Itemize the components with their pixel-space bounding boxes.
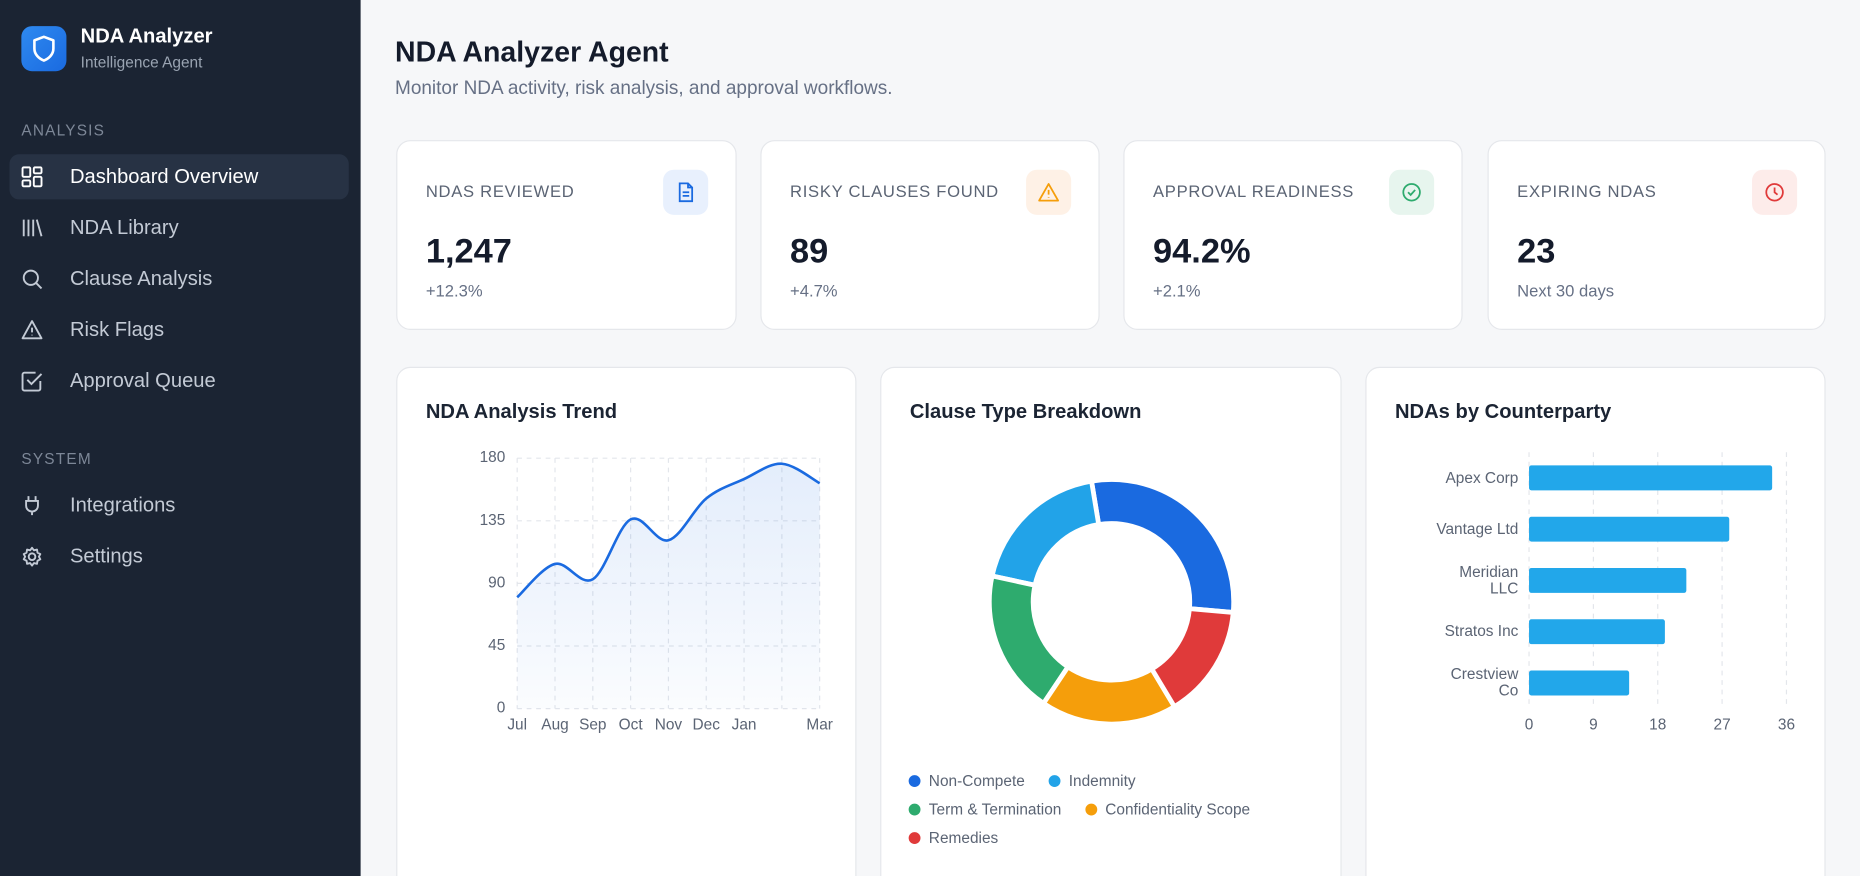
page-subtitle: Monitor NDA activity, risk analysis, and… (395, 78, 893, 99)
app-logo (21, 26, 67, 72)
legend-swatch (908, 774, 921, 787)
kpi-delta: +4.7% (790, 281, 838, 301)
nav-label: Approval Queue (69, 369, 216, 392)
donut-segment (989, 478, 1102, 589)
section-label: SYSTEM (21, 449, 92, 468)
kpi-card: NDAS REVIEWED 1,247 +12.3% (396, 140, 737, 330)
y-tick-label: Meridian LLC (1459, 562, 1519, 598)
legend-swatch (908, 802, 921, 815)
nav-label: Settings (69, 544, 143, 568)
x-tick-label: Sep (579, 716, 606, 733)
donut-segment (1088, 477, 1237, 616)
kpi-delta: +12.3% (425, 281, 483, 301)
legend-swatch (1048, 774, 1061, 787)
y-tick-label: 90 (488, 574, 505, 591)
bar (1529, 516, 1730, 542)
x-tick-label: Oct (619, 716, 644, 733)
kpi-delta: Next 30 days (1517, 281, 1615, 301)
kpi-label: NDAS REVIEWED (425, 181, 575, 201)
bar (1529, 619, 1665, 645)
chart-title: NDA Analysis Trend (425, 400, 618, 423)
legend-label: Indemnity (1068, 771, 1136, 790)
kpi-delta: +2.1% (1153, 281, 1201, 301)
y-tick-label: 0 (497, 700, 506, 717)
legend-swatch (908, 831, 921, 844)
legend-item: Remedies (908, 827, 999, 847)
kpi-value: 1,247 (425, 232, 512, 271)
nav-item[interactable]: Approval Queue (9, 358, 348, 403)
nav-item[interactable]: Clause Analysis (9, 256, 348, 301)
chart-title: Clause Type Breakdown (909, 400, 1142, 423)
bar (1529, 465, 1773, 491)
chart-title: NDAs by Counterparty (1394, 400, 1612, 423)
nav-label: Dashboard Overview (69, 164, 259, 188)
kpi-value: 94.2% (1153, 232, 1251, 271)
page-title: NDA Analyzer Agent (395, 36, 669, 69)
kpi-card: RISKY CLAUSES FOUND 89 +4.7% (760, 140, 1100, 330)
donut-segment (1148, 606, 1236, 710)
bar (1529, 567, 1687, 593)
legend-label: Non-Compete (928, 771, 1025, 790)
y-tick-label: 45 (488, 637, 505, 654)
x-tick-label: Jul (507, 716, 527, 733)
bar (1529, 670, 1630, 696)
chart-card: Clause Type Breakdown (880, 366, 1342, 876)
y-tick-label: Apex Corp (1445, 468, 1519, 487)
x-tick-label: Aug (541, 716, 568, 733)
nav-item[interactable]: Settings (9, 534, 348, 579)
nav-label: Risk Flags (69, 318, 165, 341)
sidebar: NDA Analyzer Intelligence Agent ANALYSIS… (0, 0, 361, 876)
legend-item: Confidentiality Scope (1085, 799, 1250, 819)
x-tick-label: Nov (655, 716, 683, 733)
nav-label: Clause Analysis (69, 267, 213, 290)
nav-label: Integrations (69, 493, 176, 517)
kpi-label: EXPIRING NDAS (1517, 181, 1657, 201)
nav-label: NDA Library (69, 216, 179, 239)
kpi-icon (1752, 169, 1798, 215)
x-tick-label: 27 (1714, 716, 1731, 733)
kpi-card: EXPIRING NDAS 23 Next 30 days (1487, 140, 1826, 330)
legend-swatch (1085, 802, 1097, 815)
x-tick-label: Mar (806, 716, 833, 733)
kpi-label: RISKY CLAUSES FOUND (790, 181, 999, 201)
y-tick-label: Crestview Co (1450, 665, 1519, 700)
nav-item[interactable]: NDA Library (9, 205, 348, 250)
kpi-value: 23 (1517, 232, 1556, 271)
kpi-value: 89 (790, 232, 829, 271)
kpi-icon (1026, 169, 1072, 215)
section-label: ANALYSIS (21, 121, 106, 139)
kpi-card: APPROVAL READINESS 94.2% +2.1% (1123, 140, 1463, 330)
x-tick-label: Dec (693, 716, 721, 733)
trend-line (516, 462, 821, 599)
legend-label: Confidentiality Scope (1105, 800, 1251, 818)
kpi-icon (663, 169, 709, 215)
x-tick-label: 0 (1525, 716, 1534, 733)
nav-item[interactable]: Integrations (9, 483, 348, 528)
legend: Non-Compete Indemnity Term & Termination Co… (908, 770, 1300, 847)
x-tick-label: Jan (732, 716, 757, 733)
x-tick-label: 18 (1649, 716, 1666, 733)
app-subtitle: Intelligence Agent (80, 53, 203, 72)
y-tick-label: 135 (480, 512, 506, 529)
legend-item: Indemnity (1048, 770, 1136, 790)
legend-label: Remedies (928, 828, 999, 847)
legend-label: Term & Termination (928, 800, 1062, 818)
y-tick-label: 180 (480, 449, 506, 466)
x-tick-label: 9 (1589, 716, 1598, 733)
nav-item[interactable]: Dashboard Overview (9, 154, 349, 200)
nav-item[interactable]: Risk Flags (9, 307, 348, 352)
x-tick-label: 36 (1778, 716, 1795, 733)
legend-item: Non-Compete (908, 770, 1025, 790)
y-tick-label: Vantage Ltd (1436, 519, 1519, 538)
kpi-label: APPROVAL READINESS (1153, 181, 1355, 201)
area-fill (517, 463, 820, 709)
y-tick-label: Stratos Inc (1444, 622, 1519, 641)
kpi-icon (1389, 169, 1435, 215)
app-title: NDA Analyzer (80, 24, 213, 48)
legend-item: Term & Termination (908, 799, 1062, 819)
